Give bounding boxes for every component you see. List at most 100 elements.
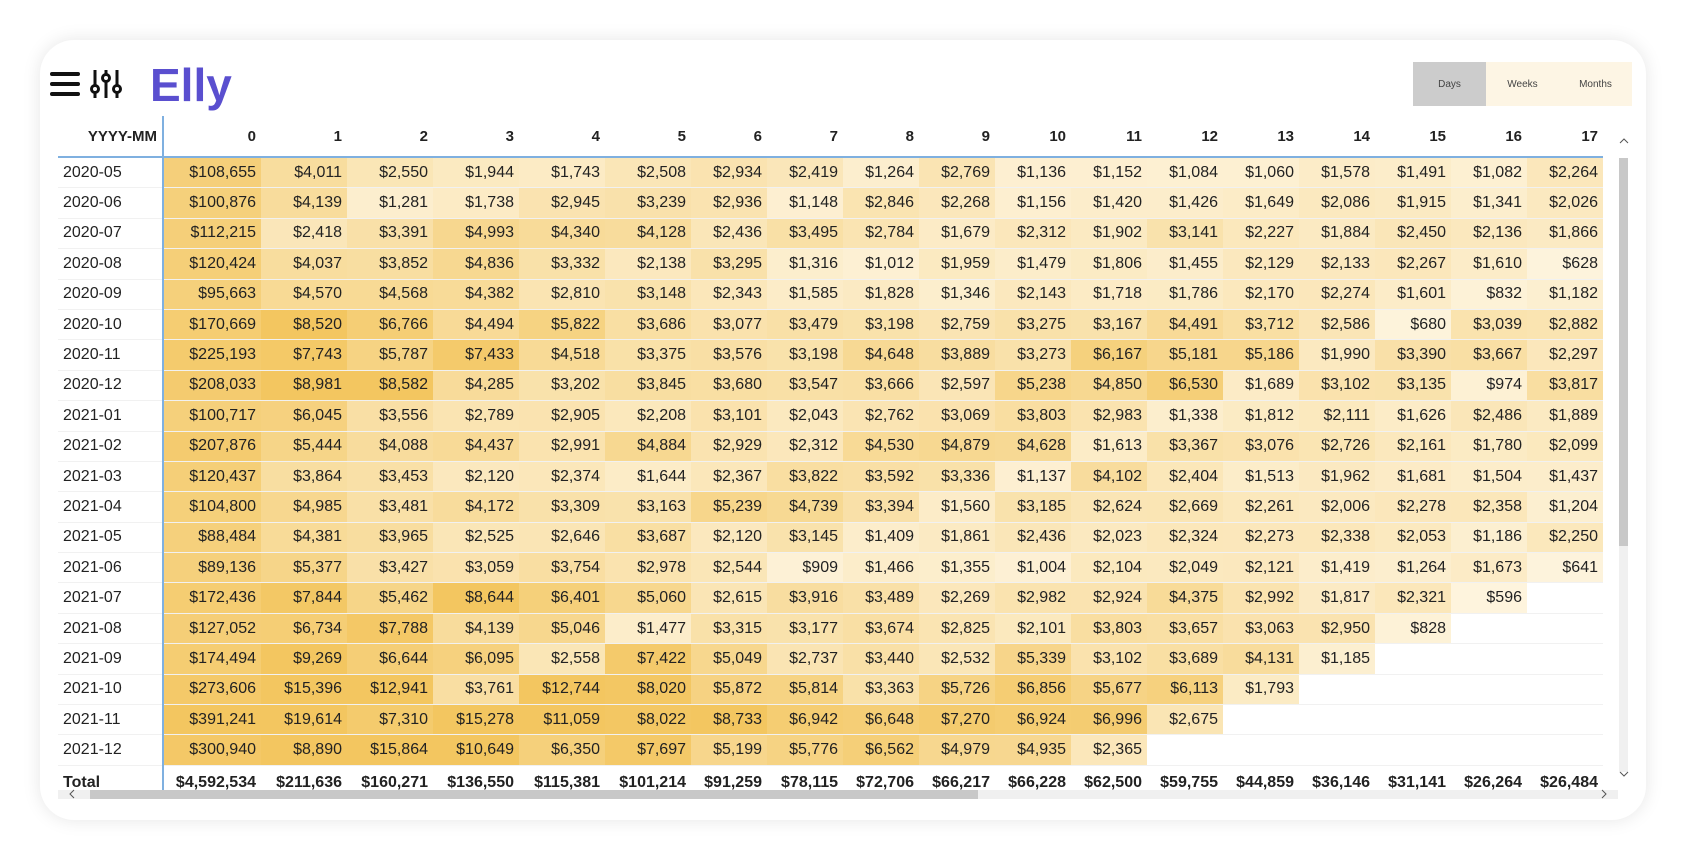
cell: $3,102 — [1299, 370, 1375, 402]
cell: $3,198 — [843, 309, 919, 341]
cell: $1,780 — [1451, 431, 1527, 462]
days-button[interactable]: Days — [1413, 62, 1486, 106]
cell: $3,273 — [995, 339, 1071, 371]
cell: $3,479 — [767, 309, 843, 341]
cell: $6,530 — [1147, 370, 1223, 402]
column-header: 13 — [1277, 127, 1294, 145]
cell: $4,037 — [261, 248, 347, 280]
cell: $3,198 — [767, 339, 843, 371]
cell: $15,278 — [433, 704, 519, 736]
total-cell: $160,271 — [361, 773, 428, 791]
cell: $15,864 — [347, 734, 433, 766]
column-header: 12 — [1201, 127, 1218, 145]
cell: $2,104 — [1071, 552, 1147, 584]
cell: $3,965 — [347, 522, 433, 554]
cell: $596 — [1451, 582, 1527, 614]
total-cell: $91,259 — [704, 773, 762, 791]
row-label: 2021-01 — [58, 400, 163, 432]
cell: $1,479 — [995, 248, 1071, 280]
cell: $1,504 — [1451, 461, 1527, 493]
cell: $4,437 — [433, 431, 519, 462]
cell: $2,675 — [1147, 704, 1223, 736]
cell: $3,101 — [691, 400, 767, 432]
cell: $2,669 — [1147, 491, 1223, 523]
cell: $3,141 — [1147, 218, 1223, 250]
cell: $3,295 — [691, 248, 767, 280]
cell: $2,261 — [1223, 491, 1299, 523]
cell: $1,649 — [1223, 187, 1299, 219]
cell: $2,170 — [1223, 279, 1299, 310]
weeks-button[interactable]: Weeks — [1486, 62, 1559, 106]
cell: $4,381 — [261, 522, 347, 554]
data-row: 2020-11 $225,193 $7,743 $5,787 $7,433 $4,518 $… — [58, 339, 1603, 371]
cell: $1,513 — [1223, 461, 1299, 493]
cell: $1,477 — [605, 613, 691, 645]
cell: $2,950 — [1299, 613, 1375, 645]
cell: $3,852 — [347, 248, 433, 280]
cell: $225,193 — [162, 339, 261, 371]
cell: $10,649 — [433, 734, 519, 766]
cell: $1,264 — [843, 156, 919, 189]
column-header: 11 — [1126, 127, 1142, 145]
cell: $3,489 — [843, 582, 919, 614]
cell: $5,677 — [1071, 674, 1147, 706]
cell: $2,436 — [995, 522, 1071, 554]
cell: $3,394 — [843, 491, 919, 523]
matrix: YYYY-MM 0 1 2 3 4 5 6 7 8 9 10 11 12 13 14 15 16 17 2020-05… — [58, 116, 1620, 796]
total-cell: $211,636 — [276, 773, 342, 791]
data-row: 2021-10 $273,606 $15,396 $12,941 $3,761 $12,7… — [58, 674, 1603, 706]
data-row: 2020-06 $100,876 $4,139 $1,281 $1,738 $2,945 $… — [58, 187, 1603, 219]
cell: $2,043 — [767, 400, 843, 432]
cell: $8,890 — [261, 734, 347, 766]
cell: $1,316 — [767, 248, 843, 280]
cell — [1223, 734, 1299, 766]
cell: $2,769 — [919, 156, 995, 189]
cell — [1451, 734, 1527, 766]
cell: $1,084 — [1147, 156, 1223, 189]
cell: $1,585 — [767, 279, 843, 310]
cell: $2,992 — [1223, 582, 1299, 614]
cell: $1,828 — [843, 279, 919, 310]
cell: $2,450 — [1375, 218, 1451, 250]
cell: $2,086 — [1299, 187, 1375, 219]
cell: $4,836 — [433, 248, 519, 280]
cell: $3,803 — [1071, 613, 1147, 645]
cell: $2,525 — [433, 522, 519, 554]
cell: $5,872 — [691, 674, 767, 706]
cell: $1,012 — [843, 248, 919, 280]
cell: $828 — [1375, 613, 1451, 645]
row-label: 2021-11 — [58, 704, 163, 736]
cell — [1147, 734, 1223, 766]
cell: $1,420 — [1071, 187, 1147, 219]
cell: $3,592 — [843, 461, 919, 493]
cell: $2,646 — [519, 522, 605, 554]
cell: $2,053 — [1375, 522, 1451, 554]
total-cell: $78,115 — [781, 773, 838, 791]
cell: $2,101 — [995, 613, 1071, 645]
total-cell: $101,214 — [619, 773, 686, 791]
total-cell: $4,592,534 — [162, 765, 261, 796]
cell: $2,133 — [1299, 248, 1375, 280]
cell: $2,846 — [843, 187, 919, 219]
cell: $1,578 — [1299, 156, 1375, 189]
cell: $5,726 — [919, 674, 995, 706]
cell: $5,049 — [691, 643, 767, 675]
cell: $3,336 — [919, 461, 995, 493]
cell: $3,177 — [767, 613, 843, 645]
cell: $2,099 — [1527, 431, 1603, 462]
cell: $4,850 — [1071, 370, 1147, 402]
cell: $12,941 — [347, 674, 433, 706]
cell: $15,396 — [261, 674, 347, 706]
cell: $3,059 — [433, 552, 519, 584]
row-label: 2020-06 — [58, 187, 163, 219]
cell: $7,270 — [919, 704, 995, 736]
cell: $1,137 — [995, 461, 1071, 493]
months-button[interactable]: Months — [1559, 62, 1632, 106]
cell: $7,433 — [433, 339, 519, 371]
cell: $5,238 — [995, 370, 1071, 402]
header-row: YYYY-MM 0 1 2 3 4 5 6 7 8 9 10 11 12 13 14 15 16 17 — [58, 116, 1603, 157]
row-label: 2021-09 — [58, 643, 163, 675]
total-cell: $26,264 — [1464, 773, 1522, 791]
cell: $6,095 — [433, 643, 519, 675]
column-header: 0 — [162, 116, 261, 157]
